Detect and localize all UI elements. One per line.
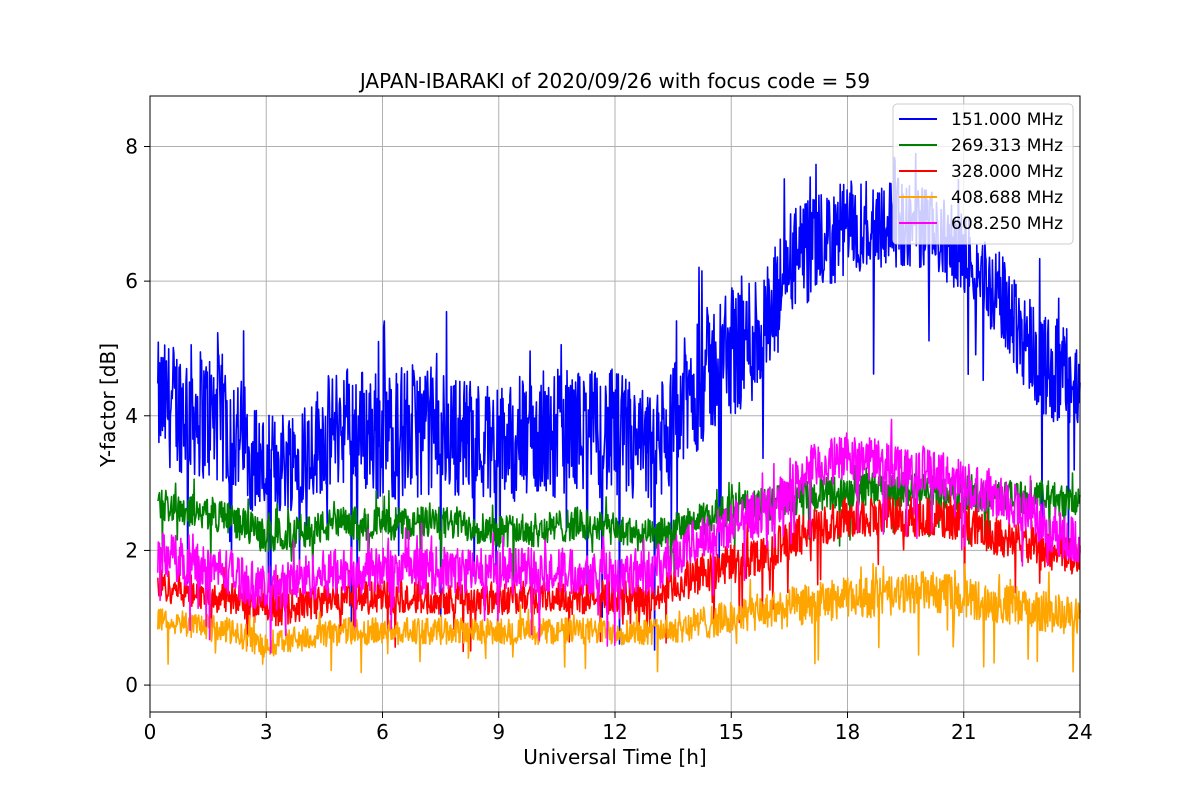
y-tick-label: 2: [125, 538, 138, 562]
x-tick-label: 18: [835, 720, 860, 744]
x-tick-label: 15: [719, 720, 744, 744]
x-tick-label: 6: [376, 720, 389, 744]
x-tick-label: 24: [1067, 720, 1092, 744]
series-line: [157, 455, 1081, 583]
legend-label: 151.000 MHz: [951, 110, 1063, 130]
x-tick-label: 21: [951, 720, 976, 744]
y-axis-label: Y-factor [dB]: [96, 343, 120, 468]
legend: 151.000 MHz 269.313 MHz 328.000 MHz 408.688…: [892, 103, 1074, 245]
legend-label: 269.313 MHz: [951, 136, 1063, 156]
x-tick-label: 3: [260, 720, 273, 744]
chart-title: JAPAN-IBARAKI of 2020/09/26 with focus c…: [358, 69, 870, 93]
y-tick-label: 4: [125, 404, 138, 428]
y-tick-label: 0: [125, 673, 138, 697]
series-layer: [157, 152, 1081, 674]
x-tick-label: 12: [602, 720, 627, 744]
x-axis-label: Universal Time [h]: [523, 745, 706, 769]
x-tick-label: 9: [492, 720, 505, 744]
legend-label: 608.250 MHz: [951, 214, 1063, 234]
x-tick-label: 0: [144, 720, 157, 744]
y-tick-label: 8: [125, 134, 138, 158]
legend-label: 408.688 MHz: [951, 188, 1063, 208]
series-line: [157, 562, 1081, 674]
legend-box: [892, 103, 1074, 245]
legend-label: 328.000 MHz: [951, 162, 1063, 182]
y-tick-label: 6: [125, 269, 138, 293]
series-line: [157, 418, 1081, 654]
